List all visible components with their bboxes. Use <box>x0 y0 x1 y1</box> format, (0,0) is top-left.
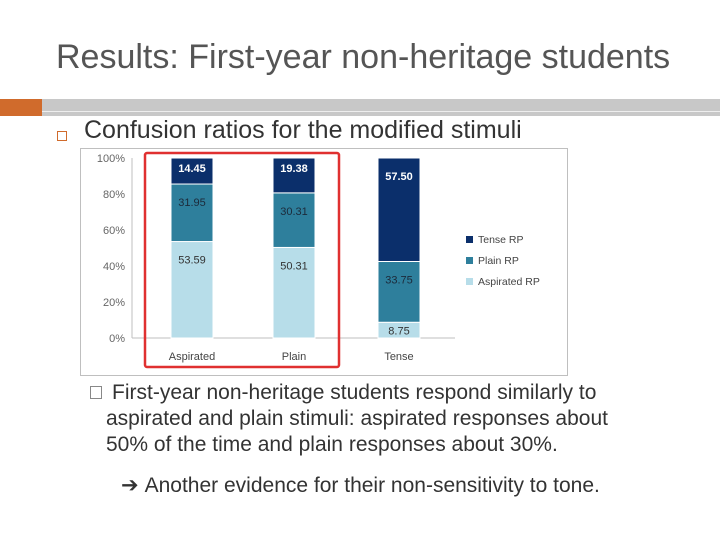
bar-data-label: 30.31 <box>280 206 308 218</box>
bar-segment <box>377 157 421 262</box>
bar-segment <box>377 261 421 323</box>
y-tick-label: 100% <box>97 153 125 165</box>
x-category-label: Aspirated <box>169 351 215 363</box>
highlight-box <box>143 151 341 369</box>
slide-title: Results: First-year non-heritage student… <box>56 38 671 76</box>
bullet-square-icon <box>57 131 67 141</box>
bar-data-label: 8.75 <box>388 325 409 337</box>
bar-data-label: 53.59 <box>178 255 206 267</box>
stacked-bar-chart: 0% 20% 40% 60% 80% 100% 53.59 31.95 14.45 Aspirat… <box>80 148 568 376</box>
legend-label: Aspirated RP <box>478 276 540 288</box>
x-category-label: Tense <box>384 351 413 363</box>
bar-data-label: 14.45 <box>178 163 206 175</box>
bar-data-label: 50.31 <box>280 260 308 272</box>
sub-bullet-line-2: aspirated and plain stimuli: aspirated r… <box>106 407 608 430</box>
legend-swatch <box>466 236 473 243</box>
bullet-heading: Confusion ratios for the modified stimul… <box>84 116 522 144</box>
legend-swatch <box>466 257 473 264</box>
y-tick-label: 60% <box>103 225 125 237</box>
y-tick-label: 20% <box>103 297 125 309</box>
legend-swatch <box>466 278 473 285</box>
bar-segment <box>272 246 316 339</box>
title-accent-bar <box>0 99 42 116</box>
y-tick-label: 80% <box>103 189 125 201</box>
bar-segment <box>272 192 316 248</box>
x-category-label: Plain <box>282 351 306 363</box>
sub-bullet-text: First-year non-heritage students respond… <box>106 380 706 458</box>
bar-segment <box>170 183 214 243</box>
conclusion-text: Another evidence for their non-sensitivi… <box>144 474 600 497</box>
title-divider-bar <box>42 99 720 116</box>
sub-bullet-line-3: 50% of the time and plain responses abou… <box>106 433 558 456</box>
bar-data-label: 33.75 <box>385 275 413 287</box>
bar-data-label: 31.95 <box>178 197 206 209</box>
legend-label: Plain RP <box>478 255 519 267</box>
bar-segment <box>170 157 214 185</box>
conclusion-line: ➔ Another evidence for their non-sensitiv… <box>121 473 600 498</box>
y-tick-label: 0% <box>109 333 125 345</box>
right-arrow-icon: ➔ <box>121 473 139 497</box>
legend-label: Tense RP <box>478 234 524 246</box>
bar-data-label: 57.50 <box>385 171 413 183</box>
bar-segment <box>272 157 316 194</box>
sub-bullet-box-icon <box>90 386 102 399</box>
sub-bullet-line-1: First-year non-heritage students respond… <box>112 381 597 404</box>
y-tick-label: 40% <box>103 261 125 273</box>
bar-data-label: 19.38 <box>280 163 308 175</box>
